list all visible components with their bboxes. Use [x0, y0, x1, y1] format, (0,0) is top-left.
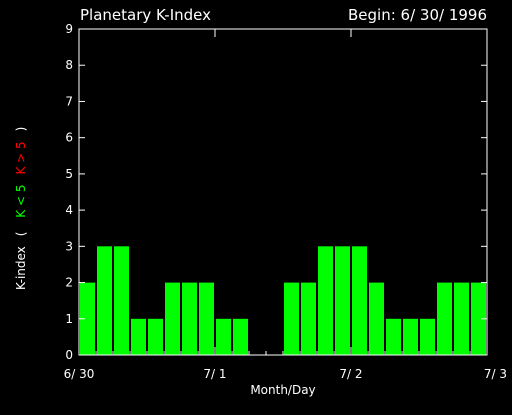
- y-label-part: ): [14, 127, 28, 132]
- bar: [420, 318, 435, 355]
- chart-title: Planetary K-Index: [80, 6, 211, 24]
- bar: [352, 246, 367, 355]
- bar: [80, 282, 95, 355]
- y-tick-label: 8: [65, 58, 73, 72]
- bars-group: [80, 246, 486, 355]
- y-label-part: (: [14, 228, 28, 237]
- bar: [148, 318, 163, 355]
- y-axis-label: K-index ( K < 5 K > 5): [14, 127, 28, 290]
- y-tick-label: 7: [65, 94, 73, 108]
- bar: [199, 282, 214, 355]
- y-tick-label: 0: [65, 348, 73, 362]
- y-axis: 0 1 2 3 4 5 6 7 8 9: [65, 22, 487, 362]
- bar: [318, 246, 333, 355]
- y-tick-label: 2: [65, 276, 73, 290]
- y-tick-label: 4: [65, 203, 73, 217]
- bar: [386, 318, 401, 355]
- bar: [403, 318, 418, 355]
- bar: [454, 282, 469, 355]
- bar: [335, 246, 350, 355]
- y-tick-label: 5: [65, 167, 73, 181]
- bar: [233, 318, 248, 355]
- bar: [369, 282, 384, 355]
- y-tick-label: 1: [65, 312, 73, 326]
- x-tick-label: 7/ 1: [203, 367, 226, 381]
- bar: [165, 282, 180, 355]
- y-label-part: K > 5: [14, 141, 28, 174]
- bar: [114, 246, 129, 355]
- y-label-part: K < 5: [14, 185, 28, 218]
- bar: [216, 318, 231, 355]
- plot-frame: [78, 28, 488, 356]
- bar: [97, 246, 112, 355]
- bar: [131, 318, 146, 355]
- y-label-part: K-index: [14, 246, 28, 290]
- y-tick-label: 3: [65, 239, 73, 253]
- x-tick-label: 7/ 2: [339, 367, 362, 381]
- x-axis: 6/ 30 7/ 1 7/ 2 7/ 3: [64, 29, 507, 381]
- bar: [301, 282, 316, 355]
- x-tick-label: 6/ 30: [64, 367, 95, 381]
- bar: [284, 282, 299, 355]
- bar: [182, 282, 197, 355]
- begin-date: Begin: 6/ 30/ 1996: [348, 6, 487, 24]
- x-tick-label: 7/ 3: [484, 367, 507, 381]
- x-axis-label: Month/Day: [250, 383, 315, 397]
- y-tick-label: 6: [65, 131, 73, 145]
- bar: [437, 282, 452, 355]
- bar: [471, 282, 486, 355]
- y-tick-label: 9: [65, 22, 73, 36]
